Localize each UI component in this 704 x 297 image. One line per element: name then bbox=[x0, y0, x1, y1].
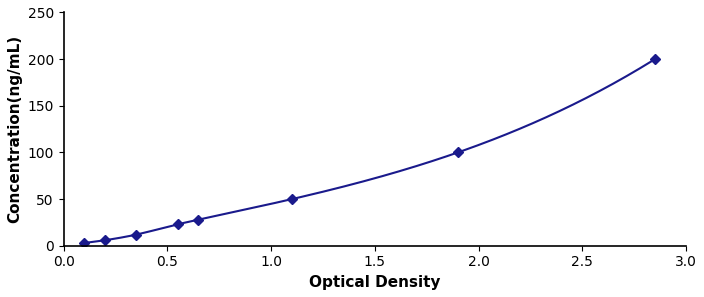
Y-axis label: Concentration(ng/mL): Concentration(ng/mL) bbox=[7, 35, 22, 223]
X-axis label: Optical Density: Optical Density bbox=[309, 275, 441, 290]
